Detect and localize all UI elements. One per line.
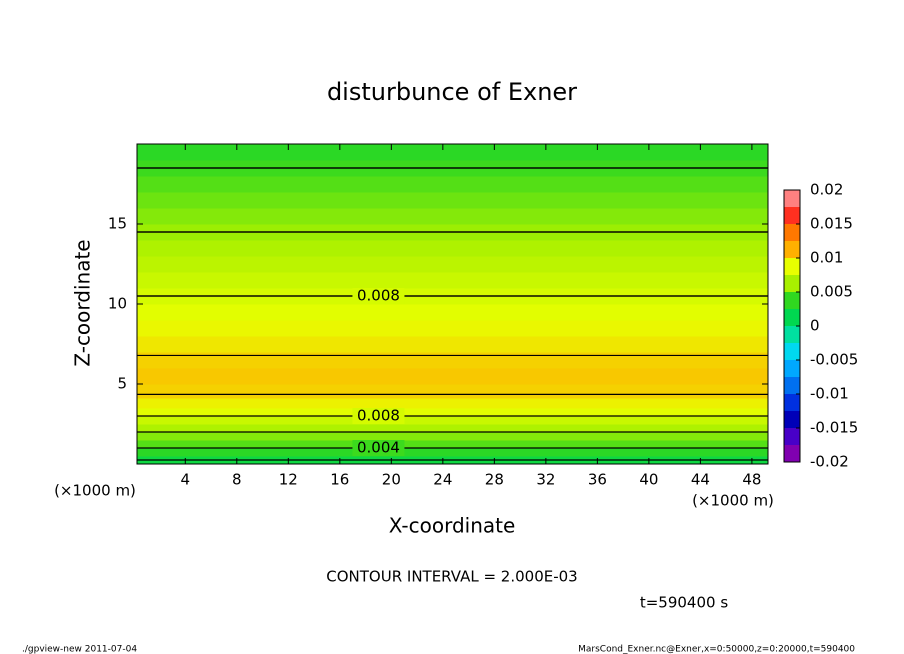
y-tick-label: 15 [108, 215, 127, 233]
colorbar-swatch [784, 360, 800, 377]
colorbar-swatch [784, 326, 800, 343]
y-unit: (×1000 m) [54, 482, 136, 500]
contour-band [137, 336, 768, 353]
x-tick-label: 44 [691, 471, 710, 489]
colorbar-tick-label: 0 [810, 317, 820, 335]
contour-band [137, 176, 768, 193]
x-tick-label: 32 [536, 471, 555, 489]
contour-band [137, 424, 768, 433]
contour-label-bg [352, 408, 405, 424]
colorbar-swatch [784, 428, 800, 445]
x-tick-label: 48 [742, 471, 761, 489]
contour-band [137, 416, 768, 425]
colorbar-swatch [784, 292, 800, 309]
x-tick-label: 4 [181, 471, 191, 489]
x-tick-label: 16 [330, 471, 349, 489]
colorbar-swatch [784, 207, 800, 224]
colorbar-swatch [784, 394, 800, 411]
y-tick-label: 10 [108, 295, 127, 313]
chart-title: disturbunce of Exner [327, 78, 577, 106]
colorbar-swatch [784, 411, 800, 428]
contour-label: 0.004 [357, 439, 400, 457]
contour-band [137, 192, 768, 209]
footer-right: MarsCond_Exner.nc@Exner,x=0:50000,z=0:20… [578, 645, 855, 654]
colorbar-tick-label: -0.005 [810, 351, 858, 369]
contour-label-bg [352, 440, 405, 456]
contour-band [137, 320, 768, 337]
contour-band [137, 368, 768, 385]
colorbar-tick-label: 0.015 [810, 215, 853, 233]
colorbar-swatch [784, 224, 800, 241]
contour-band [137, 256, 768, 273]
colorbar-tick-label: 0.005 [810, 283, 853, 301]
colorbar-swatch [784, 190, 800, 207]
contour-band [137, 208, 768, 225]
x-tick-label: 12 [279, 471, 298, 489]
x-tick-label: 36 [588, 471, 607, 489]
colorbar-tick-label: 0.02 [810, 181, 843, 199]
time-label: t=590400 s [640, 594, 728, 612]
contour-band [137, 448, 768, 457]
colorbar-swatch [784, 258, 800, 275]
colorbar-swatch [784, 445, 800, 462]
colorbar-tick-label: -0.02 [810, 453, 849, 471]
contour-band [137, 272, 768, 289]
contour-band [137, 384, 768, 399]
contour-band [137, 144, 768, 161]
colorbar-swatch [784, 377, 800, 394]
contour-band [137, 432, 768, 441]
x-tick-label: 8 [232, 471, 242, 489]
contour-label: 0.008 [357, 287, 400, 305]
y-axis-label: Z-coordinate [71, 239, 95, 366]
colorbar-swatch [784, 241, 800, 258]
contour-interval: CONTOUR INTERVAL = 2.000E-03 [326, 568, 577, 586]
contour-label: 0.008 [357, 407, 400, 425]
contour-band [137, 440, 768, 449]
colorbar-tick-label: -0.01 [810, 385, 849, 403]
colorbar-tick-label: 0.01 [810, 249, 843, 267]
colorbar-tick-label: -0.015 [810, 419, 858, 437]
footer-left: ./gpview-new 2011-07-04 [22, 645, 137, 654]
x-tick-label: 24 [433, 471, 452, 489]
x-tick-label: 40 [639, 471, 658, 489]
contour-band [137, 304, 768, 321]
x-axis-label: X-coordinate [389, 514, 516, 538]
colorbar-swatch [784, 309, 800, 326]
x-tick-label: 28 [485, 471, 504, 489]
y-tick-label: 5 [117, 375, 127, 393]
colorbar-swatch [784, 343, 800, 360]
x-unit: (×1000 m) [692, 492, 774, 510]
x-tick-label: 20 [382, 471, 401, 489]
contour-label-bg [352, 288, 405, 304]
colorbar-swatch [784, 275, 800, 292]
contour-band [137, 408, 768, 417]
contour-band [137, 398, 768, 409]
contour-band [137, 352, 768, 369]
contour-band [137, 240, 768, 257]
